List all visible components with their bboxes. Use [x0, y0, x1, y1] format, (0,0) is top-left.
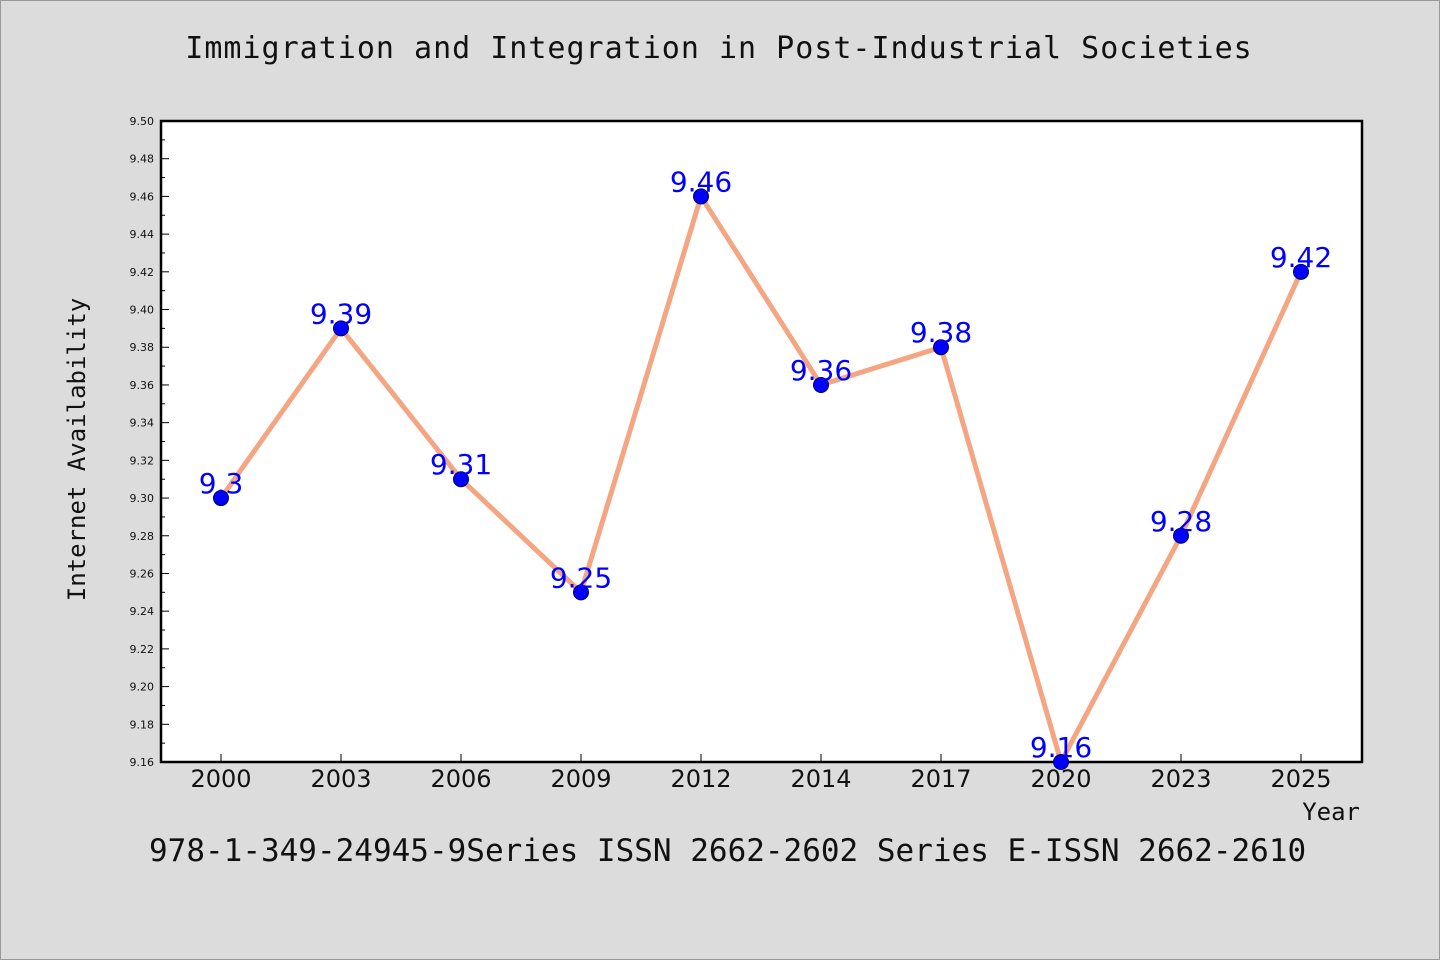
data-point — [573, 584, 589, 601]
y-tick-label: 9.32 — [130, 454, 155, 467]
data-label: 9.46 — [670, 165, 732, 198]
data-point — [933, 339, 949, 356]
y-tick-label: 9.38 — [130, 341, 155, 354]
y-tick-label: 9.24 — [130, 605, 155, 618]
footer-isbn-text: 978-1-349-24945-9Series ISSN 2662-2602 S… — [149, 833, 1307, 869]
x-tick-label: 2023 — [1150, 765, 1211, 793]
x-tick-label: 2000 — [190, 765, 251, 793]
y-tick-label: 9.50 — [130, 115, 155, 128]
data-label: 9.31 — [430, 448, 492, 481]
x-axis-label: Year — [1302, 798, 1360, 826]
data-point — [213, 490, 229, 507]
x-tick-label: 2014 — [790, 765, 851, 793]
data-label: 9.16 — [1030, 731, 1092, 764]
data-label: 9.3 — [199, 467, 244, 500]
data-point — [1053, 754, 1069, 770]
chart-title: Immigration and Integration in Post-Indu… — [185, 31, 1253, 66]
y-tick-label: 9.46 — [130, 190, 155, 203]
y-tick-label: 9.36 — [130, 379, 155, 392]
data-label: 9.42 — [1270, 241, 1332, 274]
y-tick-label: 9.16 — [130, 756, 155, 769]
data-label: 9.28 — [1150, 505, 1212, 538]
y-tick-label: 9.18 — [130, 718, 155, 731]
y-tick-label: 9.34 — [130, 417, 155, 430]
data-label: 9.25 — [550, 561, 612, 594]
y-axis-label: Internet Availability — [63, 298, 91, 601]
x-tick-label: 2012 — [670, 765, 731, 793]
data-point — [813, 376, 829, 393]
data-point — [693, 188, 709, 205]
x-tick-label: 2003 — [310, 765, 371, 793]
y-tick-label: 9.30 — [130, 492, 155, 505]
data-point — [1173, 527, 1189, 544]
data-point — [453, 471, 469, 488]
data-label: 9.38 — [910, 316, 972, 349]
data-label: 9.36 — [790, 354, 852, 387]
data-point — [1293, 263, 1309, 280]
series-line — [218, 193, 1304, 765]
y-tick-label: 9.40 — [130, 304, 155, 317]
data-point — [333, 320, 349, 337]
y-tick-label: 9.48 — [130, 153, 155, 166]
x-tick-label: 2025 — [1270, 765, 1331, 793]
x-tick-label: 2006 — [430, 765, 491, 793]
y-tick-label: 9.22 — [130, 643, 155, 656]
y-tick-label: 9.20 — [130, 681, 155, 694]
y-tick-label: 9.42 — [130, 266, 155, 279]
y-tick-label: 9.44 — [130, 228, 155, 241]
y-tick-label: 9.26 — [130, 567, 155, 580]
y-tick-label: 9.28 — [130, 530, 155, 543]
x-tick-label: 2009 — [550, 765, 611, 793]
data-label: 9.39 — [310, 297, 372, 330]
x-tick-label: 2017 — [910, 765, 971, 793]
plot-area — [159, 119, 1364, 764]
